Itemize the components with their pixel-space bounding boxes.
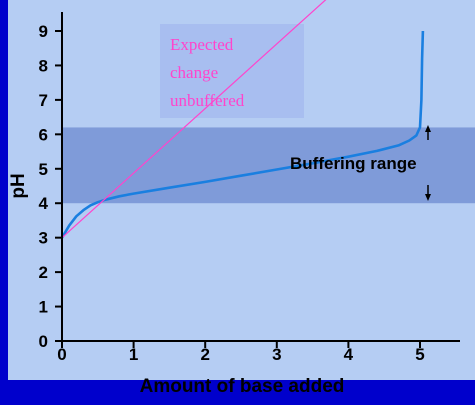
y-tick-label: 3 xyxy=(39,229,48,248)
arrow-down-icon xyxy=(425,185,431,201)
ticks-layer: 0 1 2 3 4 5 6 7 8 9 0 1 2 3 4 5 xyxy=(39,22,425,364)
x-tick-label: 0 xyxy=(57,345,66,364)
arrow-up-head xyxy=(425,125,431,132)
x-axis-title: Amount of base added xyxy=(140,376,345,397)
buffering-range-band xyxy=(62,127,475,204)
y-axis-title: pH xyxy=(8,173,29,198)
series-layer xyxy=(60,0,425,239)
y-tick-label: 1 xyxy=(39,298,48,317)
x-tick-label: 1 xyxy=(129,345,138,364)
buffering-range-label: Buffering range xyxy=(290,154,417,173)
y-tick-label: 5 xyxy=(39,160,48,179)
x-tick-label: 5 xyxy=(415,345,424,364)
y-tick-label: 9 xyxy=(39,22,48,41)
expected-change-label-line-1: Expected xyxy=(170,35,234,54)
arrow-down-head xyxy=(425,194,431,201)
expected-change-label-line-3: unbuffered xyxy=(170,91,245,110)
y-tick-label: 2 xyxy=(39,263,48,282)
y-tick-label: 4 xyxy=(39,194,49,213)
y-tick-label: 0 xyxy=(39,332,48,351)
x-tick-label: 4 xyxy=(344,345,354,364)
y-tick-label: 7 xyxy=(39,91,48,110)
y-tick-label: 6 xyxy=(39,125,48,144)
titration-curve-line xyxy=(60,30,425,239)
expected-change-box xyxy=(160,24,304,118)
x-tick-label: 3 xyxy=(272,345,281,364)
unbuffered-expected-line xyxy=(61,0,327,239)
expected-change-label-line-2: change xyxy=(170,63,218,82)
arrow-up-icon xyxy=(425,125,431,140)
x-tick-label: 2 xyxy=(200,345,209,364)
y-tick-label: 8 xyxy=(39,56,48,75)
